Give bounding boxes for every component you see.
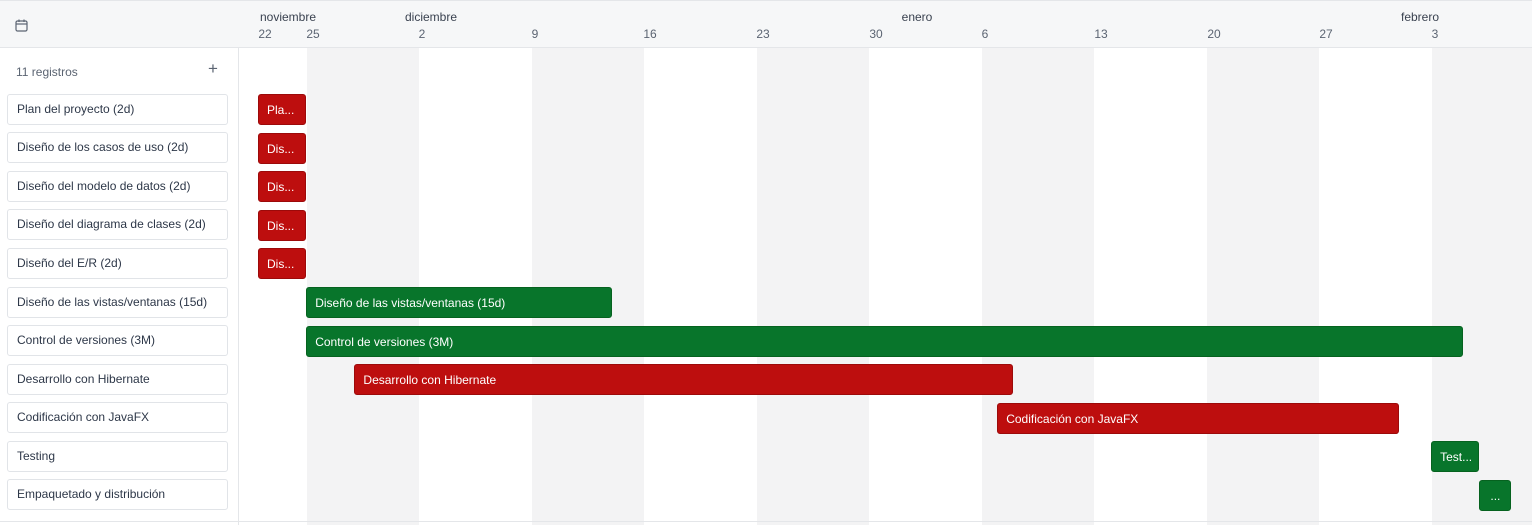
list-item[interactable]: Diseño del modelo de datos (2d) xyxy=(7,171,228,202)
task-bar[interactable]: ... xyxy=(1479,480,1512,511)
day-label: 6 xyxy=(981,27,989,41)
list-item[interactable]: Diseño de las vistas/ventanas (15d) xyxy=(7,287,228,318)
task-bar[interactable]: Dis... xyxy=(258,171,307,203)
week-band xyxy=(532,48,644,525)
task-bar[interactable]: Pla... xyxy=(258,94,307,125)
list-item[interactable]: Plan del proyecto (2d) xyxy=(7,94,228,125)
task-bar[interactable]: Diseño de las vistas/ventanas (15d) xyxy=(306,287,612,318)
timeline-grid: Pla... Dis... Dis... Dis... Dis... Diseño de … xyxy=(239,48,1532,525)
task-bar[interactable]: Dis... xyxy=(258,132,307,164)
day-label: 3 xyxy=(1431,27,1439,41)
day-label: 2 xyxy=(418,27,426,41)
record-list: 11 registros + Plan del proyecto (2d) Di… xyxy=(0,48,239,525)
list-item[interactable]: Desarrollo con Hibernate xyxy=(7,364,228,395)
week-band xyxy=(757,48,869,525)
month-label: febrero xyxy=(1400,10,1440,24)
day-label: 27 xyxy=(1319,27,1333,41)
day-label: 20 xyxy=(1207,27,1221,41)
list-item[interactable]: Control de versiones (3M) xyxy=(7,325,228,356)
timeline-header: noviembre diciembre enero febrero 22 25 … xyxy=(0,0,1532,48)
day-label: 22 xyxy=(258,27,272,41)
week-band xyxy=(1207,48,1319,525)
task-bar[interactable]: Control de versiones (3M) xyxy=(306,325,1464,357)
list-item[interactable]: Codificación con JavaFX xyxy=(7,402,228,433)
add-record-button[interactable]: + xyxy=(208,59,218,78)
day-label: 30 xyxy=(869,27,883,41)
day-label: 16 xyxy=(643,27,657,41)
week-band xyxy=(307,48,419,525)
task-bar[interactable]: Dis... xyxy=(258,209,307,241)
list-item[interactable]: Diseño de los casos de uso (2d) xyxy=(7,132,228,163)
list-item[interactable]: Testing xyxy=(7,441,228,472)
list-item[interactable]: Diseño del diagrama de clases (2d) xyxy=(7,209,228,240)
month-label: noviembre xyxy=(259,10,317,24)
month-label: enero xyxy=(901,10,933,24)
week-band xyxy=(982,48,1094,525)
day-label: 23 xyxy=(756,27,770,41)
month-label: diciembre xyxy=(404,10,458,24)
task-bar[interactable]: Desarrollo con Hibernate xyxy=(354,364,1014,396)
day-label: 9 xyxy=(531,27,539,41)
day-label: 25 xyxy=(306,27,320,41)
task-bar[interactable]: Test... xyxy=(1431,441,1480,473)
list-item[interactable]: Empaquetado y distribución xyxy=(7,479,228,510)
list-item[interactable]: Diseño del E/R (2d) xyxy=(7,248,228,279)
record-count: 11 registros xyxy=(16,65,78,79)
day-label: 13 xyxy=(1094,27,1108,41)
task-bar[interactable]: Codificación con JavaFX xyxy=(997,402,1399,434)
task-bar[interactable]: Dis... xyxy=(258,248,307,280)
calendar-icon[interactable] xyxy=(15,19,28,32)
divider xyxy=(0,521,1532,522)
